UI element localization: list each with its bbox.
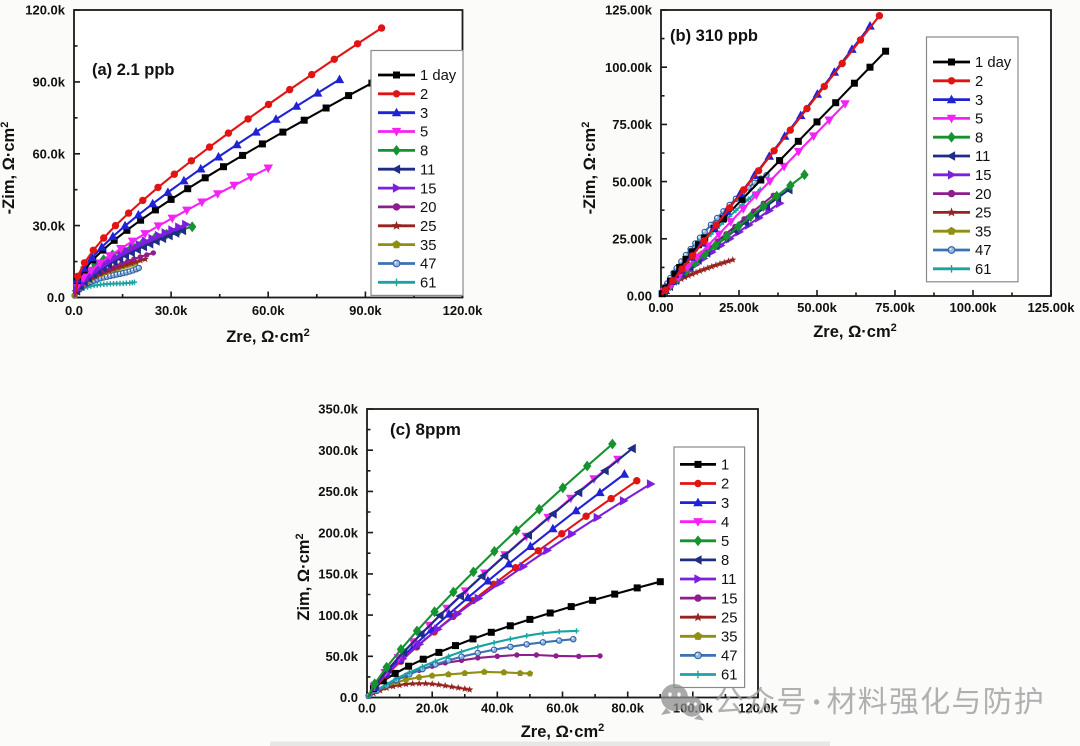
svg-text:3: 3 <box>721 496 729 512</box>
svg-text:60.0k: 60.0k <box>252 303 285 318</box>
svg-text:(c) 8ppm: (c) 8ppm <box>390 420 461 439</box>
svg-text:120.0k: 120.0k <box>443 303 484 318</box>
svg-text:47: 47 <box>975 243 991 259</box>
svg-text:61: 61 <box>975 262 991 278</box>
svg-text:2: 2 <box>975 74 983 90</box>
svg-text:4: 4 <box>721 515 729 531</box>
svg-text:3: 3 <box>420 106 428 122</box>
svg-text:80.0k: 80.0k <box>611 701 644 716</box>
svg-text:0.00: 0.00 <box>627 289 652 304</box>
svg-text:20: 20 <box>420 200 436 216</box>
svg-text:25: 25 <box>721 610 737 626</box>
svg-text:300.0k: 300.0k <box>318 443 359 458</box>
svg-text:125.00k: 125.00k <box>1028 300 1076 315</box>
svg-text:25: 25 <box>975 206 991 222</box>
svg-text:1: 1 <box>721 458 729 474</box>
svg-text:8: 8 <box>420 144 428 160</box>
svg-text:120.0k: 120.0k <box>25 3 66 18</box>
svg-text:200.0k: 200.0k <box>318 525 359 540</box>
svg-text:Zim, Ω·cm2: Zim, Ω·cm2 <box>294 533 313 620</box>
svg-text:0.00: 0.00 <box>648 300 673 315</box>
svg-text:8: 8 <box>975 130 983 146</box>
svg-text:(a) 2.1 ppb: (a) 2.1 ppb <box>92 61 175 79</box>
svg-text:-Zim, Ω·cm2: -Zim, Ω·cm2 <box>580 122 599 215</box>
svg-text:30.0k: 30.0k <box>155 303 188 318</box>
svg-text:1 day: 1 day <box>420 68 457 84</box>
svg-text:0.0: 0.0 <box>358 701 376 716</box>
svg-text:8: 8 <box>721 553 729 569</box>
svg-text:35: 35 <box>420 238 436 254</box>
svg-text:35: 35 <box>975 224 991 240</box>
svg-text:Zre, Ω·cm2: Zre, Ω·cm2 <box>813 322 897 341</box>
svg-text:0.0: 0.0 <box>47 290 65 305</box>
svg-text:20: 20 <box>975 187 991 203</box>
svg-text:25.00k: 25.00k <box>612 232 653 247</box>
svg-text:250.0k: 250.0k <box>318 484 359 499</box>
svg-text:100.0k: 100.0k <box>318 608 359 623</box>
svg-text:15: 15 <box>420 181 436 197</box>
svg-text:47: 47 <box>420 257 436 273</box>
svg-text:90.0k: 90.0k <box>32 75 65 90</box>
svg-text:25.00k: 25.00k <box>719 300 760 315</box>
svg-text:11: 11 <box>975 149 990 165</box>
svg-text:50.00k: 50.00k <box>612 174 653 189</box>
svg-text:75.00k: 75.00k <box>612 117 653 132</box>
svg-text:1 day: 1 day <box>975 55 1012 71</box>
svg-text:50.0k: 50.0k <box>325 649 358 664</box>
svg-text:100.00k: 100.00k <box>950 300 998 315</box>
svg-text:Zre, Ω·cm2: Zre, Ω·cm2 <box>521 722 605 741</box>
svg-text:40.0k: 40.0k <box>481 701 514 716</box>
svg-text:20.0k: 20.0k <box>416 701 449 716</box>
svg-text:5: 5 <box>721 534 729 550</box>
svg-text:60.0k: 60.0k <box>546 701 579 716</box>
svg-text:125.00k: 125.00k <box>605 3 653 18</box>
svg-text:61: 61 <box>721 668 737 684</box>
svg-text:Zre, Ω·cm2: Zre, Ω·cm2 <box>226 327 310 346</box>
svg-text:25: 25 <box>420 219 436 235</box>
svg-text:15: 15 <box>721 591 737 607</box>
svg-text:0.0: 0.0 <box>65 303 83 318</box>
svg-text:2: 2 <box>420 87 428 103</box>
svg-text:3: 3 <box>975 93 983 109</box>
svg-text:11: 11 <box>721 572 736 588</box>
svg-text:60.0k: 60.0k <box>32 146 65 161</box>
svg-text:15: 15 <box>975 168 991 184</box>
svg-text:47: 47 <box>721 649 737 665</box>
svg-text:-Zim, Ω·cm2: -Zim, Ω·cm2 <box>0 122 18 215</box>
svg-text:0.0: 0.0 <box>340 690 358 705</box>
svg-text:5: 5 <box>975 112 983 128</box>
svg-text:35: 35 <box>721 630 737 646</box>
svg-text:11: 11 <box>420 162 435 178</box>
svg-text:61: 61 <box>420 276 436 292</box>
svg-text:(b) 310 ppb: (b) 310 ppb <box>670 27 758 45</box>
svg-text:100.00k: 100.00k <box>605 60 653 75</box>
svg-text:90.0k: 90.0k <box>349 303 382 318</box>
svg-text:30.0k: 30.0k <box>32 218 65 233</box>
svg-text:5: 5 <box>420 125 428 141</box>
svg-text:2: 2 <box>721 477 729 493</box>
svg-text:50.00k: 50.00k <box>797 300 838 315</box>
svg-text:75.00k: 75.00k <box>875 300 916 315</box>
svg-text:350.0k: 350.0k <box>318 402 359 417</box>
svg-text:150.0k: 150.0k <box>318 567 359 582</box>
